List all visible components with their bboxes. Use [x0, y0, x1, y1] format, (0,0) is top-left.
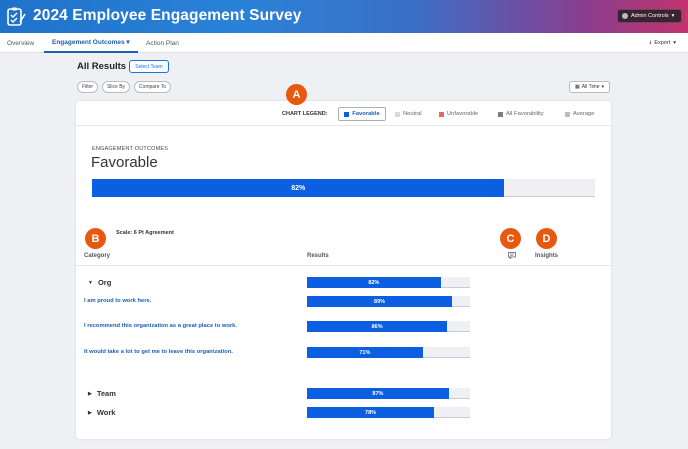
export-label: Export: [654, 40, 671, 46]
neutral-swatch-icon: [395, 111, 400, 117]
select-team-button[interactable]: Select Team: [129, 60, 169, 73]
legend-neutral[interactable]: Neutral: [395, 107, 422, 121]
legend-average-label: Average: [573, 111, 595, 117]
survey-logo-icon: [7, 7, 26, 26]
result-bar-fill: 78%: [307, 407, 435, 418]
admin-icon: [622, 13, 628, 19]
question-item[interactable]: I am proud to work here.: [84, 298, 152, 304]
chevron-down-icon: ▾: [671, 13, 675, 19]
result-bar-value: 89%: [374, 298, 386, 305]
legend-favorable[interactable]: Favorable: [338, 107, 386, 121]
result-bar-value: 71%: [359, 349, 371, 356]
page-title: All Results: [77, 61, 127, 72]
divider: [76, 265, 611, 266]
result-bar-fill: 82%: [307, 277, 441, 288]
caret-down-icon: ▼: [88, 279, 93, 286]
question-item[interactable]: It would take a lot to get me to leave t…: [84, 349, 233, 355]
group-label: Work: [96, 408, 116, 417]
tab-engagement-outcomes[interactable]: Engagement Outcomes ▾: [44, 33, 138, 53]
filter-button[interactable]: Filter: [77, 81, 98, 93]
result-bar-track: 86%: [307, 321, 470, 332]
outcome-title: Favorable: [91, 154, 158, 171]
callout-marker-b: B: [85, 228, 106, 249]
tab-action-plan[interactable]: Action Plan: [146, 39, 179, 47]
scale-label: Scale: 6 Pt Agreement: [116, 230, 174, 236]
divider: [76, 125, 611, 126]
app-header: 2024 Employee Engagement Survey Admin Co…: [0, 0, 688, 33]
result-bar-track: 82%: [307, 277, 470, 288]
time-range-label: All Time: [581, 84, 600, 90]
legend-unfavorable-label: Unfavorable: [447, 111, 479, 117]
admin-controls-label: Admin Controls: [631, 13, 669, 19]
legend-unfavorable[interactable]: Unfavorable: [439, 107, 478, 121]
result-bar-fill: 89%: [307, 296, 453, 307]
callout-marker-c: C: [500, 228, 521, 249]
result-bar-value: 87%: [372, 390, 384, 397]
legend-neutral-label: Neutral: [403, 111, 422, 117]
question-item[interactable]: I recommend this organization as a great…: [84, 323, 238, 329]
group-label: Org: [97, 278, 112, 287]
chevron-down-icon: ▾: [126, 39, 130, 46]
tab-engagement-outcomes-label: Engagement Outcomes: [52, 38, 125, 46]
app-title: 2024 Employee Engagement Survey: [33, 7, 302, 24]
callout-marker-d: D: [536, 228, 557, 249]
column-header-results: Results: [307, 253, 329, 259]
admin-controls-button[interactable]: Admin Controls ▾: [617, 9, 682, 23]
result-bar-fill: 71%: [307, 347, 423, 358]
outcome-bar-value: 82%: [291, 184, 306, 192]
average-swatch-icon: [565, 111, 570, 117]
group-org[interactable]: ▼ Org: [88, 278, 111, 287]
result-bar-track: 89%: [307, 296, 470, 307]
chart-legend-label: CHART LEGEND:: [282, 111, 328, 117]
results-card: CHART LEGEND: Favorable Neutral Unfavora…: [76, 101, 611, 439]
legend-favorable-label: Favorable: [352, 111, 380, 117]
result-bar-track: 78%: [307, 407, 470, 418]
column-header-category: Category: [84, 253, 111, 259]
legend-all-favorability[interactable]: All Favorability: [498, 107, 544, 121]
result-bar-fill: 86%: [307, 321, 448, 332]
favorable-swatch-icon: [344, 111, 350, 117]
group-work[interactable]: ▶ Work: [88, 408, 115, 417]
result-bar-value: 78%: [365, 409, 377, 416]
chevron-down-icon: ▾: [673, 40, 676, 46]
comments-icon[interactable]: [508, 252, 516, 259]
tab-bar: Overview Engagement Outcomes ▾ Action Pl…: [0, 33, 688, 53]
time-range-select[interactable]: ▦ All Time ▾: [569, 81, 610, 93]
legend-all-label: All Favorability: [506, 111, 544, 117]
compare-to-button[interactable]: Compare To: [134, 81, 171, 93]
result-bar-value: 86%: [371, 323, 383, 330]
slice-by-button[interactable]: Slice By: [102, 81, 130, 93]
all-favorability-swatch-icon: [498, 111, 503, 117]
chevron-down-icon: ▾: [601, 84, 605, 90]
result-bar-track: 87%: [307, 388, 470, 399]
callout-marker-a: A: [286, 84, 307, 105]
download-icon: ⭳: [649, 39, 652, 46]
engagement-outcomes-label: ENGAGEMENT OUTCOMES: [92, 146, 169, 152]
legend-average[interactable]: Average: [565, 107, 595, 121]
group-team[interactable]: ▶ Team: [88, 389, 116, 398]
result-bar-value: 82%: [368, 279, 380, 286]
export-button[interactable]: ⭳ Export ▾: [649, 33, 676, 53]
caret-right-icon: ▶: [88, 390, 92, 397]
unfavorable-swatch-icon: [439, 111, 444, 117]
column-header-insights: Insights: [535, 253, 559, 259]
result-bar-track: 71%: [307, 347, 470, 358]
outcome-bar-track: 82%: [92, 179, 595, 197]
calendar-icon: ▦: [574, 84, 580, 90]
result-bar-fill: 87%: [307, 388, 449, 399]
tab-overview[interactable]: Overview: [7, 39, 35, 47]
group-label: Team: [96, 389, 116, 398]
caret-right-icon: ▶: [88, 409, 92, 416]
outcome-bar-fill: 82%: [92, 179, 505, 197]
